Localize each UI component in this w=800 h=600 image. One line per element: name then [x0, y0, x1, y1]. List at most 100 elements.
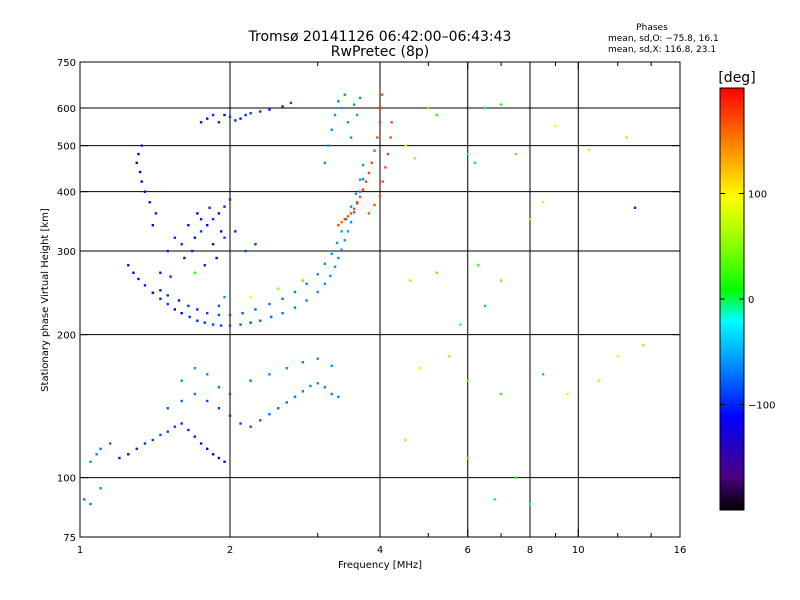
data-point — [217, 304, 221, 308]
data-point — [183, 256, 186, 260]
data-point — [191, 249, 194, 253]
data-point — [173, 236, 177, 239]
data-point — [151, 291, 155, 295]
data-point — [343, 93, 347, 96]
data-point — [249, 295, 252, 299]
data-point — [259, 110, 262, 113]
data-point — [268, 413, 271, 416]
y-tick-label: 75 — [63, 533, 76, 544]
data-point — [409, 279, 412, 282]
data-point — [180, 399, 183, 403]
data-point — [281, 311, 284, 315]
data-point — [370, 161, 373, 165]
data-point — [337, 256, 340, 260]
data-point — [330, 392, 333, 396]
data-point — [127, 264, 130, 267]
data-point — [118, 456, 121, 460]
data-point — [159, 433, 162, 437]
data-point — [151, 438, 155, 442]
data-point — [435, 113, 438, 117]
data-point — [217, 407, 221, 410]
data-point — [217, 456, 221, 460]
data-point — [203, 264, 206, 267]
x-tick-label: 10 — [572, 545, 585, 556]
data-point — [205, 399, 209, 403]
data-point — [358, 96, 362, 100]
data-point — [223, 236, 226, 239]
data-point — [211, 218, 215, 221]
data-point — [254, 243, 257, 246]
data-point — [335, 241, 339, 245]
data-point — [352, 211, 356, 214]
data-point — [211, 453, 215, 456]
data-point — [199, 230, 203, 233]
data-point — [196, 319, 199, 322]
grid-lines — [80, 62, 680, 537]
data-point — [89, 460, 92, 463]
data-point — [143, 284, 147, 287]
data-point — [268, 302, 271, 306]
data-point — [528, 502, 532, 506]
data-point — [565, 392, 569, 396]
phase-stats-heading: Phases — [636, 23, 668, 33]
data-point — [380, 93, 384, 96]
data-point — [364, 180, 368, 183]
data-point — [217, 121, 221, 124]
data-point — [208, 206, 211, 209]
data-point — [140, 144, 143, 147]
data-point — [354, 192, 358, 195]
y-tick-label: 600 — [57, 104, 76, 115]
data-point — [349, 136, 353, 139]
data-point — [333, 265, 337, 268]
x-tick-label: 2 — [227, 545, 233, 556]
data-point — [193, 366, 197, 370]
data-point — [180, 422, 183, 425]
data-point — [249, 321, 252, 324]
data-point — [633, 206, 637, 209]
data-point — [499, 392, 503, 396]
colorbar-ticks: 100 0 −100 — [720, 190, 775, 412]
data-point — [135, 161, 138, 165]
data-point — [166, 407, 169, 410]
data-point — [309, 384, 312, 388]
data-point — [95, 453, 98, 456]
data-point — [239, 117, 242, 120]
data-point — [340, 220, 343, 224]
data-point — [205, 311, 209, 315]
data-point — [259, 319, 262, 322]
data-point — [270, 315, 273, 319]
data-point — [466, 152, 469, 156]
data-points — [83, 93, 645, 506]
data-point — [228, 392, 232, 396]
data-point — [217, 386, 221, 389]
data-point — [137, 277, 140, 281]
data-point — [211, 323, 215, 326]
data-point — [358, 195, 362, 199]
data-point — [277, 407, 280, 410]
y-tick-label: 200 — [57, 331, 76, 342]
data-point — [316, 290, 319, 294]
data-point — [293, 306, 297, 309]
data-point — [166, 249, 169, 253]
data-point — [196, 212, 199, 215]
data-point — [323, 161, 327, 165]
data-point — [361, 163, 365, 167]
data-point — [477, 264, 480, 267]
data-point — [173, 308, 177, 311]
data-point — [215, 256, 218, 260]
data-point — [140, 180, 143, 183]
axis-ticks: 1 2 4 6 8 10 16 75 100 200 300 400 500 600 750 — [57, 58, 686, 556]
data-point — [330, 252, 333, 255]
data-point — [293, 395, 297, 398]
data-point — [228, 313, 232, 317]
data-point — [193, 271, 197, 274]
data-point — [259, 419, 262, 422]
data-point — [355, 113, 359, 117]
data-point — [349, 212, 353, 215]
data-point — [337, 224, 340, 227]
data-point — [554, 124, 557, 128]
data-point — [367, 212, 371, 215]
data-point — [159, 297, 162, 300]
colorbar-tick-label: 0 — [748, 295, 754, 306]
data-point — [587, 148, 591, 152]
